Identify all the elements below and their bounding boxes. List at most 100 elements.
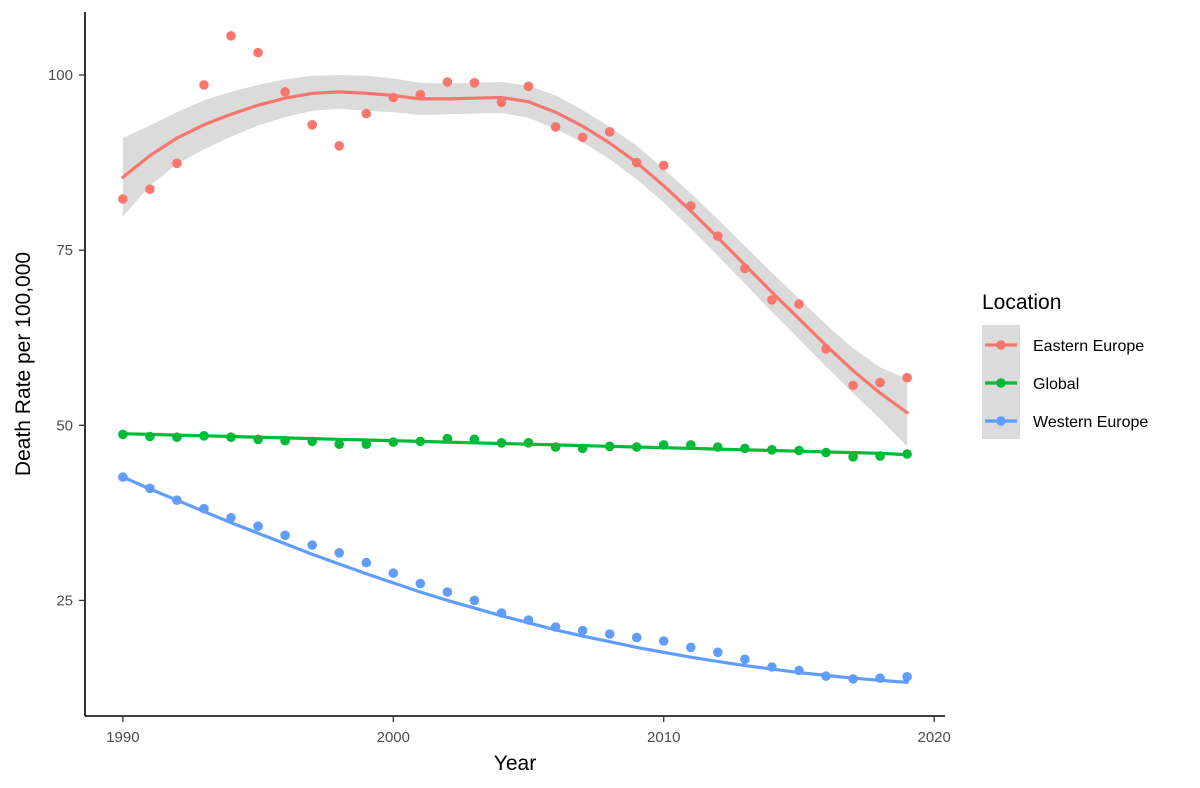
data-point-0-2019 bbox=[902, 372, 912, 383]
data-point-0-2009 bbox=[631, 157, 642, 168]
data-point-0-1991 bbox=[145, 184, 155, 194]
y-tick-label-25: 25 bbox=[56, 592, 73, 609]
data-point-2-2008 bbox=[604, 629, 615, 639]
data-point-1-2008 bbox=[604, 441, 615, 452]
data-point-0-2010 bbox=[658, 160, 669, 171]
data-point-1-2006 bbox=[550, 442, 561, 452]
data-point-1-2017 bbox=[848, 452, 858, 462]
data-point-1-2007 bbox=[577, 443, 588, 454]
data-point-2-2014 bbox=[767, 662, 777, 672]
legend-key-point-2 bbox=[996, 416, 1006, 426]
smooth-line-1 bbox=[121, 432, 909, 457]
y-tick-label-75: 75 bbox=[56, 242, 73, 259]
data-point-0-2003 bbox=[469, 78, 480, 88]
confidence-band-layer bbox=[122, 75, 908, 447]
data-point-0-2001 bbox=[415, 89, 426, 100]
data-point-0-1993 bbox=[199, 80, 209, 90]
data-point-0-2015 bbox=[794, 299, 804, 309]
data-point-2-2017 bbox=[848, 674, 858, 684]
data-point-1-2005 bbox=[523, 438, 534, 448]
data-point-2-2012 bbox=[713, 647, 723, 658]
legend-key-point-0 bbox=[996, 340, 1006, 350]
y-axis-title: Death Rate per 100,000 bbox=[12, 252, 35, 476]
data-point-2-1997 bbox=[307, 540, 318, 550]
y-tick-label-100: 100 bbox=[48, 67, 73, 84]
data-point-0-2017 bbox=[848, 380, 858, 391]
data-point-2-2009 bbox=[631, 632, 642, 643]
data-point-2-1999 bbox=[361, 557, 372, 568]
data-point-1-2003 bbox=[469, 434, 480, 445]
smooth-line-layer bbox=[121, 90, 909, 684]
data-point-2-1995 bbox=[253, 521, 263, 531]
legend: Location Eastern Europe Global Western Eur… bbox=[982, 291, 1148, 439]
x-tick-label-2010: 2010 bbox=[647, 729, 680, 746]
data-point-1-1990 bbox=[118, 429, 128, 440]
axis-ticks: 1990 2000 2010 2020 25 50 75 100 bbox=[48, 67, 951, 746]
data-point-1-2019 bbox=[902, 449, 912, 459]
legend-label-1: Global bbox=[1033, 376, 1079, 393]
data-point-2-2015 bbox=[794, 665, 804, 676]
data-point-1-2014 bbox=[767, 445, 777, 455]
data-point-1-1993 bbox=[199, 431, 209, 441]
data-point-1-1999 bbox=[361, 439, 372, 450]
data-point-0-1994 bbox=[226, 31, 236, 41]
data-point-0-1998 bbox=[334, 141, 345, 151]
data-point-2-2005 bbox=[523, 615, 534, 625]
data-point-1-2010 bbox=[658, 440, 669, 450]
data-point-2-2019 bbox=[902, 672, 912, 682]
legend-label-0: Eastern Europe bbox=[1033, 338, 1144, 355]
data-point-0-2013 bbox=[740, 263, 750, 274]
data-point-1-2013 bbox=[740, 443, 750, 454]
data-point-1-1992 bbox=[172, 432, 182, 443]
data-point-0-2004 bbox=[496, 97, 507, 108]
data-point-0-1997 bbox=[307, 120, 318, 130]
data-point-2-2010 bbox=[658, 636, 669, 646]
data-point-2-2001 bbox=[415, 578, 426, 589]
data-point-0-2002 bbox=[442, 77, 453, 87]
data-point-2-2002 bbox=[442, 587, 453, 597]
data-point-2-2007 bbox=[577, 625, 588, 636]
data-point-1-2002 bbox=[442, 433, 453, 444]
data-point-1-1991 bbox=[145, 431, 155, 442]
data-point-2-1998 bbox=[334, 548, 345, 558]
x-tick-label-2000: 2000 bbox=[377, 729, 410, 746]
data-point-0-2012 bbox=[713, 231, 723, 241]
data-point-0-1992 bbox=[172, 158, 182, 169]
data-point-1-2015 bbox=[794, 445, 804, 456]
x-tick-label-2020: 2020 bbox=[917, 729, 950, 746]
data-point-0-2006 bbox=[550, 122, 561, 132]
data-point-2-1994 bbox=[226, 513, 236, 523]
data-point-0-1996 bbox=[280, 87, 290, 97]
data-point-2-2018 bbox=[875, 673, 885, 683]
data-point-0-2007 bbox=[577, 132, 588, 143]
data-point-2-1993 bbox=[199, 503, 209, 514]
data-point-1-2001 bbox=[415, 436, 426, 447]
data-point-0-2008 bbox=[604, 127, 615, 137]
data-point-2-2016 bbox=[821, 671, 831, 681]
data-point-1-2016 bbox=[821, 447, 831, 458]
data-point-layer bbox=[118, 31, 912, 684]
data-point-0-2005 bbox=[523, 81, 534, 92]
data-point-1-2018 bbox=[875, 451, 885, 461]
data-point-1-2012 bbox=[713, 442, 723, 452]
data-point-0-1999 bbox=[361, 108, 372, 119]
data-point-2-2006 bbox=[550, 622, 561, 632]
data-point-0-2014 bbox=[767, 295, 777, 305]
data-point-2-1992 bbox=[172, 495, 182, 506]
data-point-0-1990 bbox=[118, 194, 128, 204]
data-point-1-1994 bbox=[226, 432, 236, 443]
smooth-line-0 bbox=[121, 90, 909, 415]
x-tick-label-1990: 1990 bbox=[106, 729, 139, 746]
data-point-2-2004 bbox=[496, 608, 507, 618]
data-point-2-1991 bbox=[145, 483, 155, 494]
data-point-2-2011 bbox=[686, 642, 696, 653]
data-point-2-2003 bbox=[469, 595, 480, 606]
data-point-1-2004 bbox=[496, 438, 507, 448]
y-tick-label-50: 50 bbox=[56, 417, 73, 434]
data-point-2-1996 bbox=[280, 530, 290, 541]
data-point-2-2013 bbox=[740, 654, 750, 665]
data-point-1-2000 bbox=[388, 437, 399, 447]
legend-key-point-1 bbox=[996, 378, 1006, 388]
legend-title: Location bbox=[982, 291, 1061, 314]
